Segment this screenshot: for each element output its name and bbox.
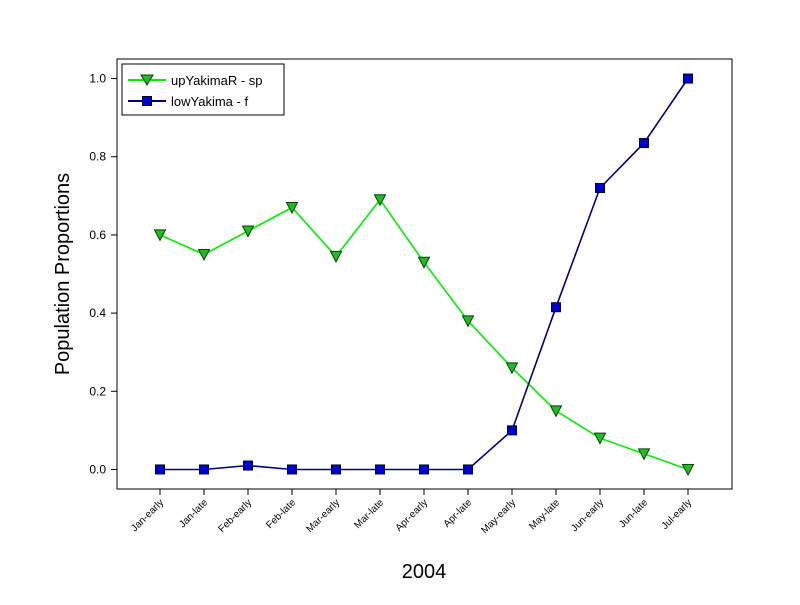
x-tick-label: Jul-early (660, 497, 695, 532)
series-layer (153, 73, 695, 477)
data-point (417, 256, 431, 269)
data-point (197, 248, 211, 262)
y-tick-label: 0.4 (89, 306, 106, 320)
data-point (637, 448, 651, 461)
x-tick-label: Jun-early (569, 497, 606, 534)
x-tick-label: Feb-early (216, 497, 254, 535)
data-point (419, 464, 429, 475)
legend-box (121, 63, 285, 116)
data-point (241, 225, 255, 238)
legend-entry-lowyakima-f: lowYakima - f (128, 94, 248, 109)
data-point (505, 362, 519, 375)
data-point (329, 250, 343, 263)
data-point (199, 464, 209, 475)
data-point (681, 463, 695, 477)
data-point (549, 405, 563, 418)
data-point (683, 73, 693, 84)
y-tick-label: 0.0 (89, 462, 106, 476)
y-tick-label: 0.6 (89, 228, 106, 242)
legend-label-upyakimar-sp: upYakimaR - sp (171, 73, 263, 88)
data-point (153, 229, 167, 242)
data-point (285, 202, 299, 215)
x-tick-label: May-late (527, 497, 562, 532)
x-tick-label: Jun-late (617, 497, 650, 530)
legend-label-lowyakima-f: lowYakima - f (171, 94, 248, 109)
legend-marker-lowyakima-f (142, 96, 152, 106)
data-point (507, 425, 517, 436)
x-tick-label: Apr-late (442, 497, 475, 530)
data-point (375, 464, 385, 475)
data-point (461, 315, 475, 328)
data-point (331, 464, 341, 475)
legend: upYakimaR - sp lowYakima - f (121, 63, 285, 116)
x-tick-label: Apr-early (394, 497, 430, 533)
legend-marker-upyakimar-sp (140, 74, 154, 86)
y-axis-label: Population Proportions (52, 173, 74, 375)
series-lowyakima-f (155, 73, 693, 475)
x-axis: Jan-early Jan-late Feb-early Feb-late Mar-ea… (129, 489, 694, 536)
series-upyakimar-sp (153, 194, 695, 477)
data-point (287, 464, 297, 475)
x-tick-label: Jan-early (129, 497, 166, 534)
series-line-upyakimar-sp (159, 198, 689, 471)
data-point (155, 464, 165, 475)
data-point (593, 432, 607, 445)
data-point (551, 302, 561, 313)
y-axis: 0.0 0.2 0.4 0.6 0.8 1.0 (89, 72, 117, 476)
data-point (595, 183, 605, 193)
x-tick-label: Mar-early (304, 497, 342, 535)
y-tick-label: 1.0 (89, 72, 106, 86)
y-tick-label: 0.2 (89, 384, 106, 398)
x-tick-label: May-early (479, 497, 518, 536)
data-point (463, 464, 473, 475)
x-tick-label: Jan-late (177, 497, 210, 530)
x-axis-label: 2004 (402, 561, 447, 583)
data-point (243, 460, 253, 471)
data-point (373, 194, 387, 207)
x-tick-label: Mar-late (352, 497, 386, 531)
data-point (639, 138, 649, 149)
plot-frame (116, 58, 733, 490)
series-line-lowyakima-f (160, 78, 689, 471)
y-tick-label: 0.8 (89, 150, 106, 164)
legend-entry-upyakimar-sp: upYakimaR - sp (128, 73, 263, 88)
x-tick-label: Feb-late (264, 497, 298, 531)
